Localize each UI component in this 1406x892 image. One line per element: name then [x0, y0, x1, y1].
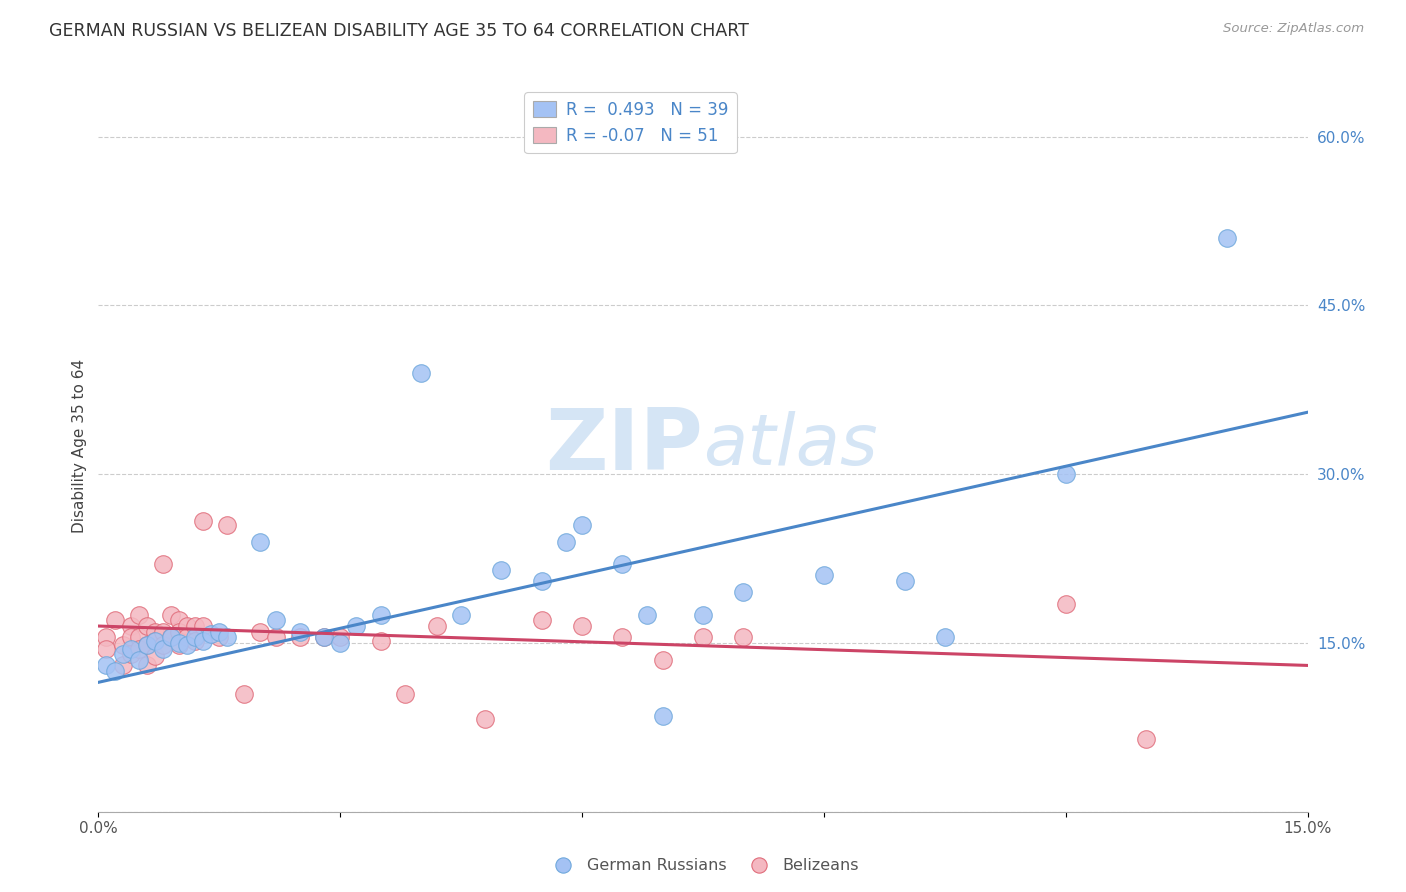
Point: [571, 517, 593, 532]
Point: [96, 630, 118, 644]
Point: [103, 614, 125, 628]
Point: [217, 517, 239, 532]
Point: [651, 653, 673, 667]
Point: [120, 641, 142, 656]
Point: [530, 614, 553, 628]
Point: [208, 630, 231, 644]
Point: [128, 607, 150, 622]
Point: [152, 624, 174, 639]
Text: GERMAN RUSSIAN VS BELIZEAN DISABILITY AGE 35 TO 64 CORRELATION CHART: GERMAN RUSSIAN VS BELIZEAN DISABILITY AG…: [49, 22, 749, 40]
Text: ZIP: ZIP: [546, 404, 703, 488]
Point: [160, 630, 183, 644]
Point: [96, 641, 118, 656]
Point: [167, 638, 190, 652]
Text: atlas: atlas: [703, 411, 877, 481]
Point: [329, 636, 352, 650]
Point: [152, 557, 174, 571]
Point: [184, 619, 207, 633]
Point: [128, 630, 150, 644]
Point: [135, 619, 157, 633]
Point: [193, 619, 215, 633]
Point: [692, 607, 714, 622]
Point: [344, 619, 367, 633]
Point: [143, 633, 166, 648]
Point: [249, 534, 271, 549]
Point: [893, 574, 915, 588]
Point: [612, 630, 634, 644]
Point: [103, 664, 125, 678]
Point: [555, 534, 578, 549]
Point: [193, 633, 215, 648]
Point: [128, 641, 150, 656]
Point: [143, 624, 166, 639]
Point: [474, 713, 496, 727]
Point: [120, 619, 142, 633]
Point: [314, 630, 336, 644]
Y-axis label: Disability Age 35 to 64: Disability Age 35 to 64: [72, 359, 87, 533]
Point: [135, 638, 157, 652]
Point: [217, 630, 239, 644]
Point: [288, 630, 311, 644]
Point: [167, 614, 190, 628]
Point: [111, 658, 134, 673]
Point: [264, 614, 287, 628]
Point: [249, 624, 271, 639]
Point: [1216, 231, 1239, 245]
Point: [152, 638, 174, 652]
Point: [1054, 597, 1077, 611]
Point: [167, 624, 190, 639]
Point: [160, 630, 183, 644]
Point: [571, 619, 593, 633]
Point: [934, 630, 956, 644]
Point: [329, 630, 352, 644]
Point: [370, 633, 392, 648]
Point: [1135, 731, 1157, 746]
Point: [733, 630, 755, 644]
Point: [813, 568, 835, 582]
Point: [426, 619, 449, 633]
Point: [143, 649, 166, 664]
Point: [128, 653, 150, 667]
Point: [143, 633, 166, 648]
Point: [200, 627, 222, 641]
Point: [120, 647, 142, 661]
Point: [111, 638, 134, 652]
Text: Source: ZipAtlas.com: Source: ZipAtlas.com: [1223, 22, 1364, 36]
Point: [120, 630, 142, 644]
Point: [111, 647, 134, 661]
Point: [612, 557, 634, 571]
Point: [651, 709, 673, 723]
Point: [135, 658, 157, 673]
Point: [176, 630, 198, 644]
Point: [450, 607, 472, 622]
Point: [135, 638, 157, 652]
Point: [636, 607, 658, 622]
Point: [193, 515, 215, 529]
Point: [314, 630, 336, 644]
Point: [288, 624, 311, 639]
Point: [409, 366, 432, 380]
Point: [1054, 467, 1077, 482]
Point: [370, 607, 392, 622]
Point: [491, 563, 513, 577]
Point: [394, 687, 416, 701]
Point: [184, 630, 207, 644]
Point: [176, 619, 198, 633]
Point: [184, 633, 207, 648]
Point: [530, 574, 553, 588]
Point: [96, 658, 118, 673]
Point: [160, 607, 183, 622]
Legend: German Russians, Belizeans: German Russians, Belizeans: [541, 852, 865, 880]
Point: [692, 630, 714, 644]
Point: [733, 585, 755, 599]
Point: [167, 636, 190, 650]
Legend: R =  0.493   N = 39, R = -0.07   N = 51: R = 0.493 N = 39, R = -0.07 N = 51: [524, 92, 737, 153]
Point: [232, 687, 254, 701]
Point: [208, 624, 231, 639]
Point: [264, 630, 287, 644]
Point: [152, 641, 174, 656]
Point: [176, 638, 198, 652]
